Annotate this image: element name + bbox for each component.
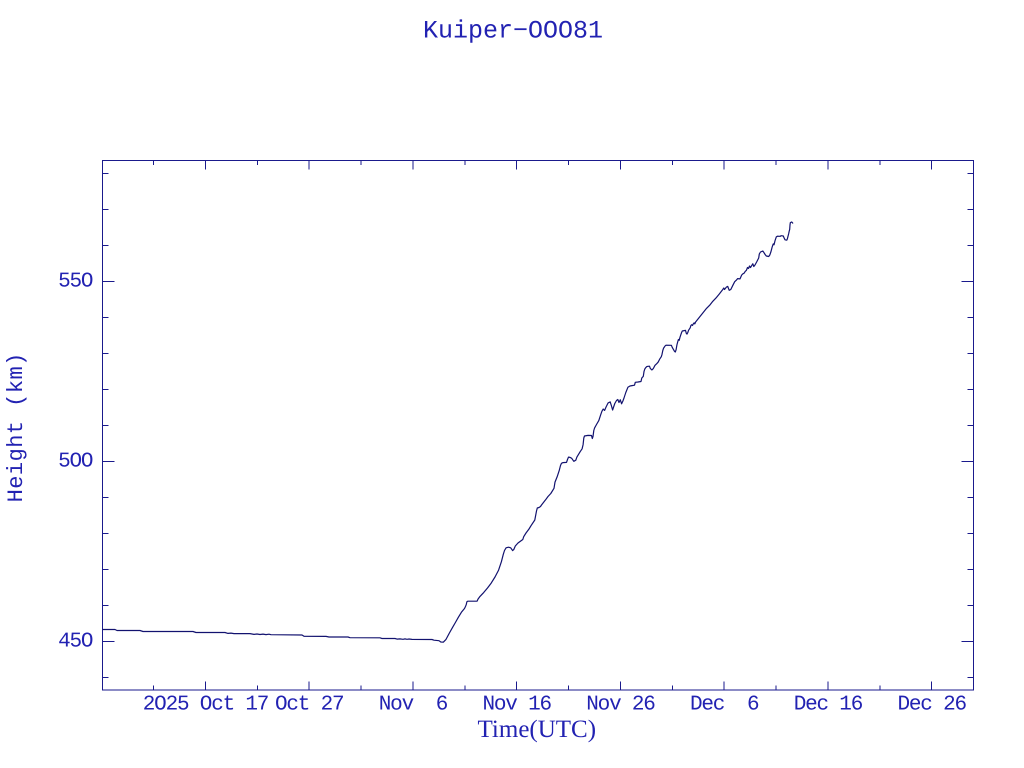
svg-text:5OO: 5OO	[58, 450, 93, 473]
svg-text:45O: 45O	[58, 630, 93, 653]
svg-text:Kuiper−OOO81: Kuiper−OOO81	[423, 17, 603, 46]
svg-text:2O25 Oct 17: 2O25 Oct 17	[143, 694, 268, 717]
svg-text:55O: 55O	[58, 270, 93, 293]
svg-text:Nov 6: Nov 6	[379, 694, 448, 717]
svg-text:Oct 27: Oct 27	[275, 694, 343, 717]
svg-text:Dec 6: Dec 6	[690, 694, 759, 717]
svg-text:Time(UTC): Time(UTC)	[478, 716, 597, 743]
svg-text:Nov 16: Nov 16	[482, 694, 551, 717]
svg-text:Height (km): Height (km)	[4, 352, 29, 502]
svg-text:Nov 26: Nov 26	[586, 694, 655, 717]
svg-text:Dec 26: Dec 26	[897, 694, 966, 717]
svg-text:Dec 16: Dec 16	[794, 694, 863, 717]
